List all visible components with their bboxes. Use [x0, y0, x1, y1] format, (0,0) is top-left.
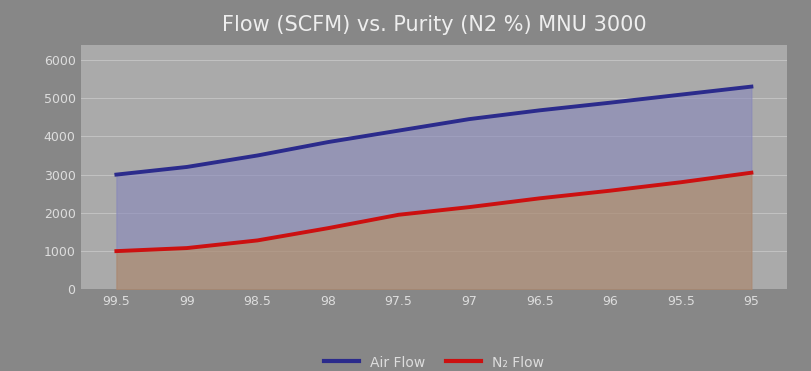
Legend: Air Flow, N₂ Flow: Air Flow, N₂ Flow [319, 350, 549, 371]
Title: Flow (SCFM) vs. Purity (N2 %) MNU 3000: Flow (SCFM) vs. Purity (N2 %) MNU 3000 [221, 14, 646, 35]
